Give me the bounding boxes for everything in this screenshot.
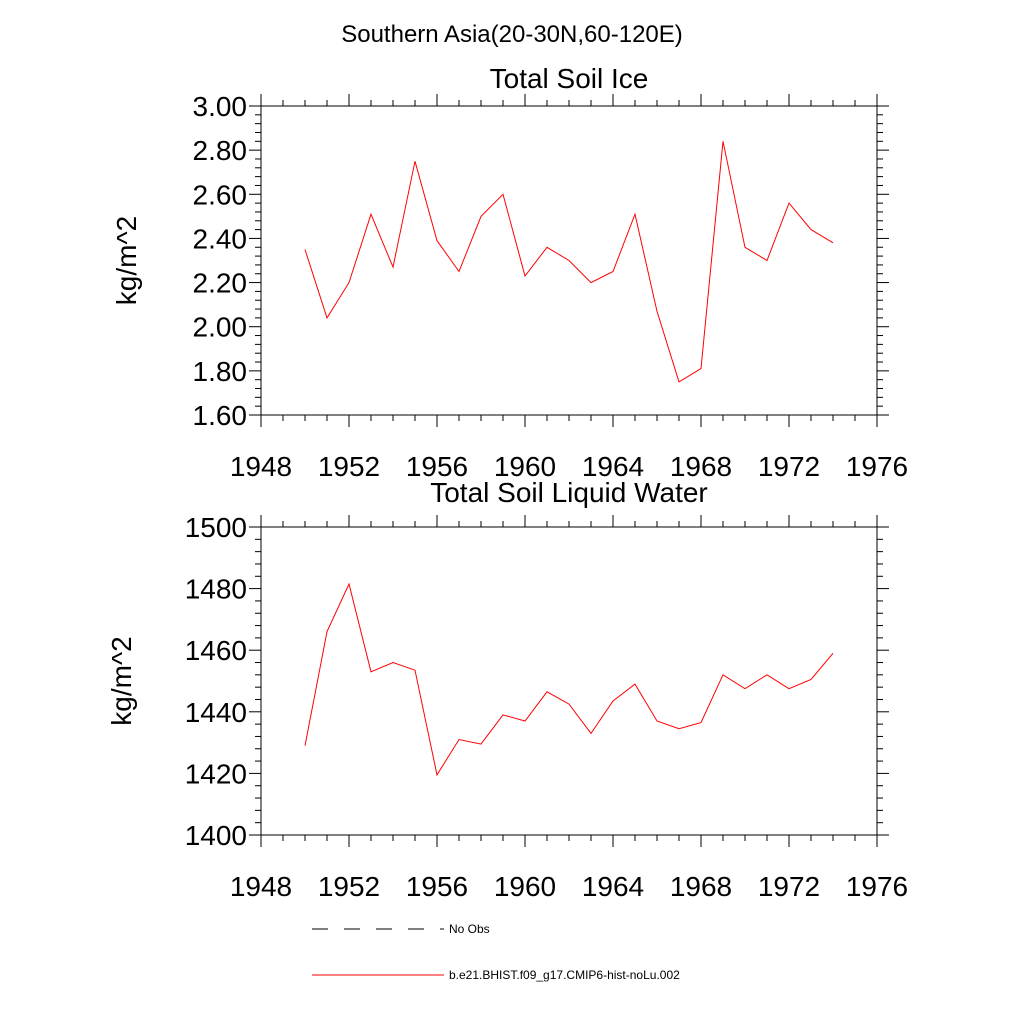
y-axis-label: kg/m^2 — [111, 216, 142, 305]
x-tick-label: 1956 — [406, 451, 468, 482]
y-tick-label: 2.80 — [193, 135, 248, 166]
figure-suptitle: Southern Asia(20-30N,60-120E) — [341, 21, 683, 48]
x-tick-label: 1948 — [230, 871, 292, 902]
panel-total-soil-ice: Total Soil Ice kg/m^2 1.60 1.80 2.00 2.20 2.40… — [111, 63, 908, 482]
panel-total-soil-liquid-water: Total Soil Liquid Water kg/m^2 1400 1420 144… — [106, 477, 908, 902]
y-tick-label: 1500 — [185, 512, 247, 543]
y-tick-label: 1460 — [185, 635, 247, 666]
y-tick-label: 2.60 — [193, 179, 248, 210]
x-tick-label: 1960 — [494, 871, 556, 902]
y-tick-label: 1.80 — [193, 356, 248, 387]
plot-frame — [260, 526, 878, 836]
x-tick-label: 1976 — [846, 451, 908, 482]
x-tick-label: 1948 — [230, 451, 292, 482]
x-tick-label: 1972 — [758, 871, 820, 902]
y-tick-label: 1.60 — [193, 400, 248, 431]
y-tick-label: 1480 — [185, 574, 247, 605]
y-tick-label: 3.00 — [193, 91, 248, 122]
legend: No Obs b.e21.BHIST.f09_g17.CMIP6-hist-no… — [312, 922, 680, 982]
y-tick-label: 1440 — [185, 697, 247, 728]
series-line — [304, 582, 834, 777]
y-tick-label: 1420 — [185, 758, 247, 789]
x-tick-label: 1964 — [582, 871, 644, 902]
x-tick-label: 1976 — [846, 871, 908, 902]
legend-label-model: b.e21.BHIST.f09_g17.CMIP6-hist-noLu.002 — [449, 968, 680, 982]
x-tick-label: 1956 — [406, 871, 468, 902]
y-tick-label: 2.40 — [193, 223, 248, 254]
chart-title: Total Soil Liquid Water — [430, 477, 708, 508]
legend-label-no-obs: No Obs — [449, 922, 490, 936]
x-tick-label: 1972 — [758, 451, 820, 482]
y-axis-label: kg/m^2 — [106, 636, 137, 725]
x-tick-label: 1968 — [670, 451, 732, 482]
x-tick-label: 1952 — [318, 871, 380, 902]
y-tick-label: 1400 — [185, 820, 247, 851]
chart-title: Total Soil Ice — [490, 63, 649, 94]
x-tick-label: 1952 — [318, 451, 380, 482]
x-tick-label: 1968 — [670, 871, 732, 902]
y-tick-label: 2.20 — [193, 268, 248, 299]
x-tick-label: 1960 — [494, 451, 556, 482]
x-tick-label: 1964 — [582, 451, 644, 482]
y-tick-label: 2.00 — [193, 312, 248, 343]
series-line — [304, 141, 834, 383]
